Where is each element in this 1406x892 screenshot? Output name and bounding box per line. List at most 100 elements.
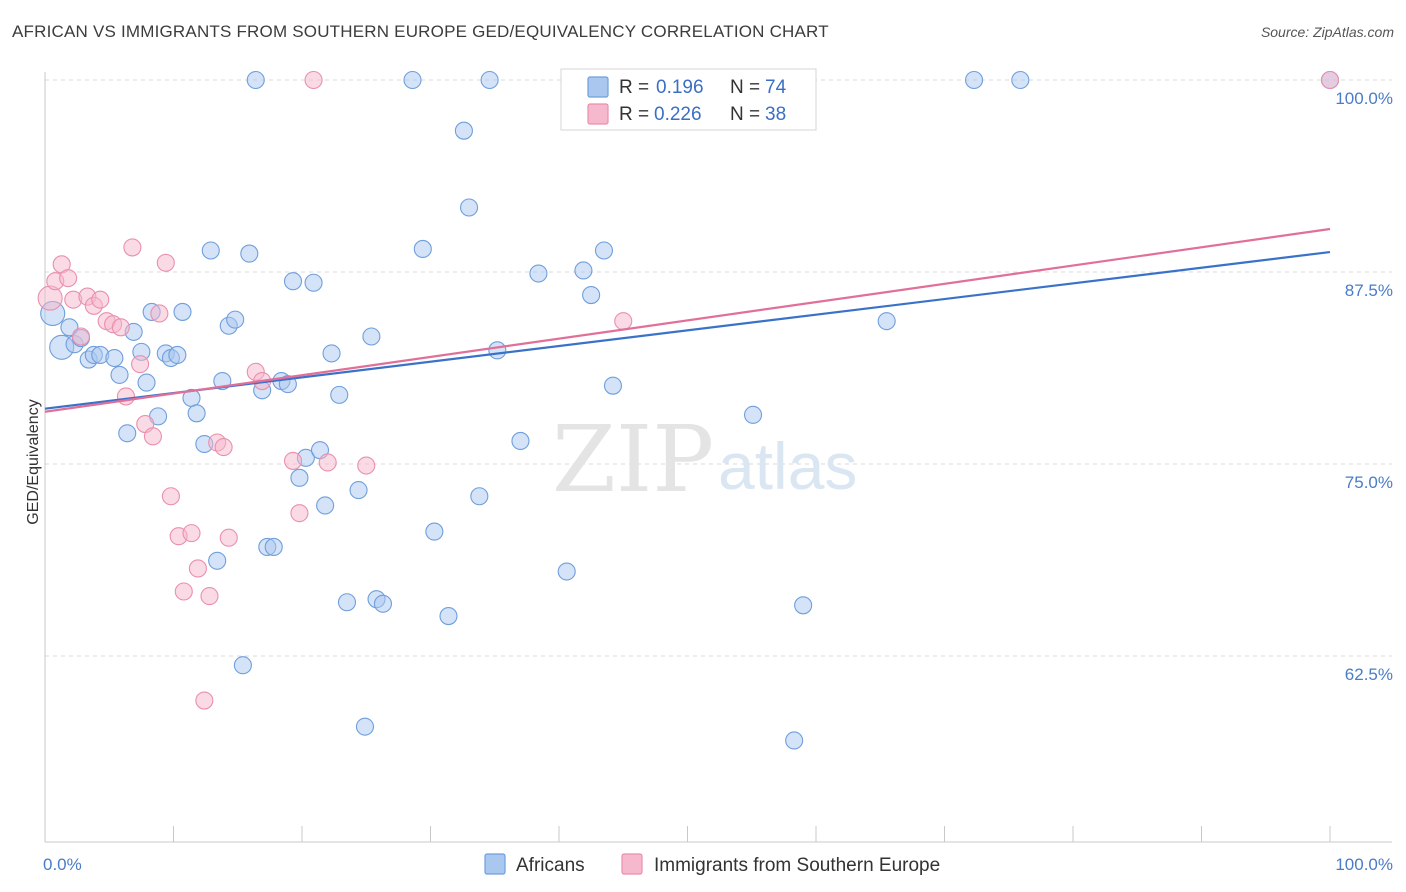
y-tick-label: 75.0% xyxy=(1345,473,1393,492)
series-legend: Africans Immigrants from Southern Europe xyxy=(484,853,940,876)
legend-r-value-africans: 0.196 xyxy=(656,77,704,98)
legend-n-value-africans: 74 xyxy=(765,77,787,98)
legend-n-label: N = xyxy=(730,104,760,125)
data-point-africans xyxy=(1011,70,1030,90)
data-point-africans xyxy=(488,341,507,360)
y-tick-label: 100.0% xyxy=(1335,89,1393,108)
data-point-southern-europe xyxy=(37,285,63,311)
data-point-africans xyxy=(322,344,341,363)
data-point-africans xyxy=(226,310,245,329)
series-legend-swatch-southern-europe xyxy=(621,853,643,875)
data-point-southern-europe xyxy=(290,504,309,523)
data-point-africans xyxy=(355,717,375,736)
trend-line-southern-europe xyxy=(44,227,1331,413)
data-point-africans xyxy=(439,607,458,626)
data-point-africans xyxy=(403,70,422,90)
data-point-southern-europe xyxy=(174,582,193,601)
data-point-africans xyxy=(877,312,896,331)
data-point-africans xyxy=(240,244,259,263)
data-point-africans xyxy=(330,385,349,404)
data-point-africans xyxy=(413,239,432,259)
data-point-southern-europe xyxy=(161,487,180,506)
legend-n-value-southern-europe: 38 xyxy=(765,104,786,125)
data-point-africans xyxy=(173,302,192,321)
data-point-africans xyxy=(316,496,335,515)
x-tick-label: 100.0% xyxy=(1335,855,1393,874)
data-point-africans xyxy=(785,731,804,750)
data-point-africans xyxy=(187,404,206,423)
data-point-southern-europe xyxy=(200,587,219,606)
legend-r-label: R = xyxy=(619,104,649,125)
y-tick-label: 62.5% xyxy=(1345,665,1393,684)
data-point-africans xyxy=(349,481,368,500)
series-legend-swatch-africans xyxy=(484,853,506,875)
data-point-africans xyxy=(290,468,309,487)
data-point-southern-europe xyxy=(357,456,376,475)
trend-line-africans xyxy=(44,250,1331,410)
source-credit: Source: ZipAtlas.com xyxy=(1260,24,1394,40)
data-point-southern-europe xyxy=(91,290,110,309)
series-legend-label-africans: Africans xyxy=(516,855,585,876)
data-point-southern-europe xyxy=(150,304,169,323)
data-point-africans xyxy=(110,365,129,384)
data-point-africans xyxy=(574,261,593,280)
data-point-africans xyxy=(454,121,473,140)
data-point-africans xyxy=(743,405,763,424)
data-point-africans xyxy=(557,562,576,581)
x-tick-label: 0.0% xyxy=(43,855,82,874)
data-point-africans xyxy=(264,537,283,556)
data-point-africans xyxy=(304,273,323,292)
data-point-africans xyxy=(594,241,614,260)
data-point-africans xyxy=(283,272,303,291)
data-point-africans xyxy=(168,345,187,364)
data-point-africans xyxy=(582,285,601,305)
data-point-southern-europe xyxy=(1320,70,1340,90)
data-point-southern-europe xyxy=(195,691,214,710)
data-point-southern-europe xyxy=(188,559,207,578)
axes-layer xyxy=(44,72,1392,843)
data-point-africans xyxy=(470,487,489,506)
data-point-southern-europe xyxy=(304,70,323,90)
data-point-southern-europe xyxy=(156,253,175,272)
data-point-africans xyxy=(118,424,137,443)
data-point-southern-europe xyxy=(219,528,238,547)
tick-label-layer: 62.5% 75.0% 87.5% 100.0% 0.0% 100.0% xyxy=(43,89,1393,874)
data-point-africans xyxy=(480,70,499,90)
data-point-africans xyxy=(208,551,227,570)
data-point-africans xyxy=(425,522,444,541)
legend-r-value-southern-europe: 0.226 xyxy=(654,104,702,125)
legend-swatch-southern-europe xyxy=(587,103,609,125)
data-point-southern-europe xyxy=(614,312,633,331)
data-point-africans xyxy=(965,70,984,90)
data-point-africans xyxy=(373,594,393,613)
data-point-africans xyxy=(105,348,124,368)
data-point-southern-europe xyxy=(283,451,303,470)
data-point-africans xyxy=(246,70,265,90)
data-point-africans xyxy=(794,596,813,615)
data-point-southern-europe xyxy=(116,387,136,406)
correlation-legend: R = 0.196 N = 74 R = 0.226 N = 38 xyxy=(560,68,817,131)
data-point-southern-europe xyxy=(71,327,91,346)
data-point-africans xyxy=(459,198,479,217)
data-point-southern-europe xyxy=(143,427,162,446)
watermark: ZIP atlas xyxy=(552,406,857,513)
watermark-zip: ZIP xyxy=(552,406,714,513)
data-point-africans xyxy=(511,431,530,451)
data-point-southern-europe xyxy=(182,524,201,543)
data-point-southern-europe xyxy=(131,355,150,374)
series-legend-label-southern-europe: Immigrants from Southern Europe xyxy=(654,855,940,876)
data-point-southern-europe xyxy=(214,438,233,457)
grid-layer xyxy=(45,79,1392,657)
legend-swatch-africans xyxy=(587,76,609,98)
watermark-atlas: atlas xyxy=(718,429,857,503)
legend-r-label: R = xyxy=(619,77,649,98)
trend-layer xyxy=(44,227,1331,413)
chart-title: AFRICAN VS IMMIGRANTS FROM SOUTHERN EURO… xyxy=(12,22,829,41)
y-tick-label: 87.5% xyxy=(1345,281,1393,300)
data-point-africans xyxy=(337,593,357,612)
data-point-africans xyxy=(603,376,623,395)
data-point-africans xyxy=(201,241,220,260)
data-point-africans xyxy=(362,327,381,346)
data-point-africans xyxy=(233,656,252,675)
